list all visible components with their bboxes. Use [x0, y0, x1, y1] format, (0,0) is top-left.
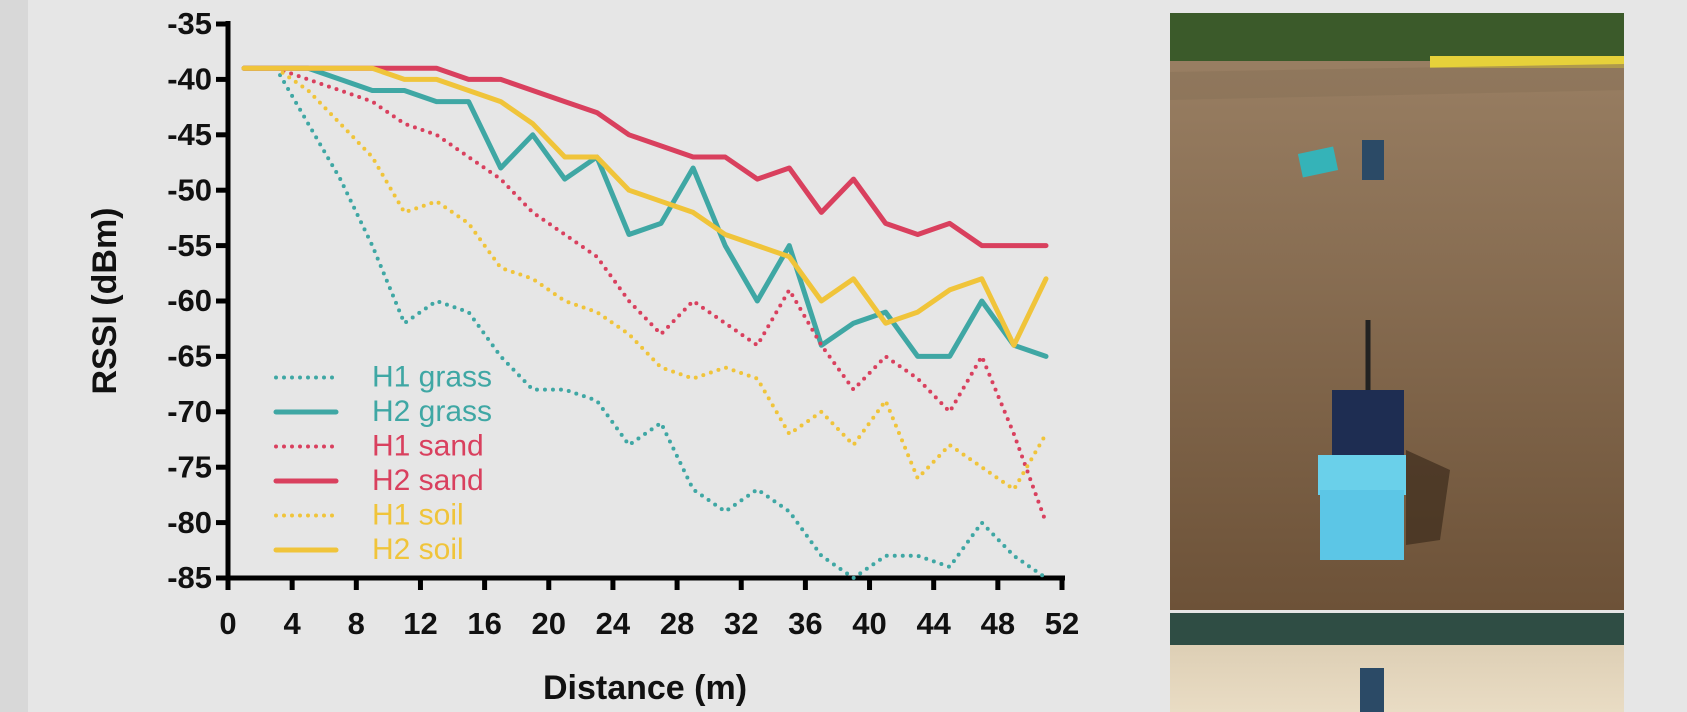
x-tick-label: 48 — [981, 606, 1015, 641]
x-tick-label: 8 — [348, 606, 365, 641]
photo-sand — [1170, 613, 1624, 712]
x-tick-label: 52 — [1045, 606, 1079, 641]
x-tick-label: 0 — [219, 606, 236, 641]
series-line — [244, 68, 1046, 245]
y-tick-label: -40 — [167, 62, 212, 97]
legend-label: H1 soil — [372, 498, 464, 531]
series-line — [244, 68, 1046, 356]
x-tick-label: 40 — [852, 606, 886, 641]
y-tick-label: -85 — [167, 560, 212, 595]
series-line — [244, 68, 1046, 578]
legend-label: H2 sand — [372, 464, 484, 497]
legend-label: H1 sand — [372, 429, 484, 462]
x-tick-label: 24 — [596, 606, 631, 641]
y-axis-title: RSSI (dBm) — [86, 208, 124, 395]
y-tick-label: -60 — [167, 283, 212, 318]
legend-label: H2 grass — [372, 395, 492, 428]
y-tick-label: -35 — [167, 6, 212, 41]
x-tick-label: 44 — [916, 606, 951, 641]
x-tick-label: 20 — [532, 606, 566, 641]
x-axis-title: Distance (m) — [543, 669, 747, 707]
page: {"chart_data": { "type": "line", "x_labe… — [0, 0, 1687, 712]
series-line — [244, 68, 1046, 522]
x-tick-label: 16 — [467, 606, 501, 641]
x-tick-label: 12 — [403, 606, 437, 641]
left-margin — [0, 0, 28, 712]
photo-soil — [1170, 13, 1624, 610]
legend-label: H2 soil — [372, 533, 464, 566]
plot-area: RSSI (dBm) Distance (m) -35 -40 -45 -50 -55 -… — [86, 6, 1079, 707]
y-tick-label: -55 — [167, 228, 212, 263]
y-tick-label: -80 — [167, 505, 212, 540]
x-tick-label: 32 — [724, 606, 758, 641]
y-tick-label: -65 — [167, 339, 212, 374]
y-tick-label: -45 — [167, 117, 212, 152]
series-line — [244, 68, 1046, 345]
x-tick-label: 28 — [660, 606, 694, 641]
x-tick-label: 36 — [788, 606, 822, 641]
y-tick-label: -75 — [167, 449, 212, 484]
y-tick-label: -50 — [167, 172, 212, 207]
x-tick-label: 4 — [284, 606, 302, 641]
y-tick-label: -70 — [167, 394, 212, 429]
series-line — [244, 68, 1046, 489]
legend-label: H1 grass — [372, 360, 492, 393]
screenshot: RSSI (dBm) Distance (m) -35 -40 -45 -50 -55 -… — [0, 0, 1687, 712]
